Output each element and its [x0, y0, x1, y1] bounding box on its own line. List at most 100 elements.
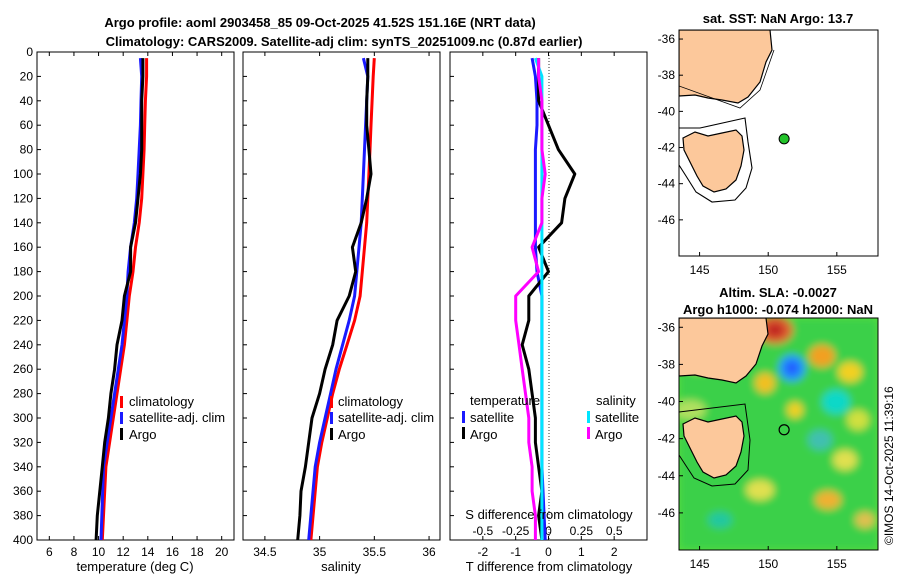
imos-watermark: ©IMOS 14-Oct-2025 11:39:16	[882, 386, 896, 545]
y-tick-label: 220	[13, 313, 33, 327]
legend-swatch-s-satellite	[587, 411, 590, 423]
y-tick-label: 40	[20, 94, 34, 108]
figure-title-line2: Climatology: CARS2009. Satellite-adj cli…	[106, 34, 583, 49]
sla-map-title-line2: Argo h1000: -0.074 h2000: NaN	[683, 302, 873, 317]
series-t-argo	[520, 58, 577, 541]
sst-map-land	[679, 30, 790, 203]
legend-swatch-climatology	[120, 396, 123, 408]
argo-float-marker	[778, 133, 790, 145]
legend-swatch-satellite-adj	[120, 412, 123, 424]
temperature-x-axis: 6 8 10 12 14 16 18 20	[46, 52, 229, 559]
legend-label-argo: Argo	[338, 427, 365, 442]
sla-map-frame	[678, 317, 879, 551]
y-tick-label: 360	[13, 484, 33, 498]
x-tick-label: 2	[611, 545, 618, 559]
salinity-x-axis: 34.5 35 35.5 36	[253, 52, 436, 559]
sla-map-axes: 145 150 155 -36 -38 -40 -42 -44 -46	[658, 320, 848, 571]
x-tick-label: 1	[578, 545, 585, 559]
legend-label-t-argo: Argo	[470, 427, 497, 442]
s-tick-label: 0.5	[606, 524, 623, 538]
argo-float-marker	[778, 424, 790, 436]
y-tick-label: 200	[13, 289, 33, 303]
x-tick-label: 35	[313, 545, 327, 559]
y-tick-label: 280	[13, 387, 33, 401]
mainland-australia	[679, 30, 773, 104]
legend-label-satellite-adj: satellite-adj. clim	[129, 410, 225, 425]
y-tick-label: 180	[13, 265, 33, 279]
legend-title-temperature: temperature	[470, 393, 540, 408]
s-tick-label: -0.5	[472, 524, 493, 538]
sst-map-title: sat. SST: NaN Argo: 13.7	[703, 11, 854, 26]
x-tick-label: -2	[477, 545, 488, 559]
legend-swatch-climatology	[330, 396, 333, 408]
sst-map-axes: 145 150 155 -36 -38 -40 -42 -44 -46	[658, 32, 848, 277]
legend-swatch-argo	[330, 428, 333, 440]
x-tick-label: 20	[215, 545, 229, 559]
y-tick-label: 260	[13, 362, 33, 376]
map-y-tick-label: -44	[658, 469, 676, 483]
series-climatology	[309, 58, 376, 541]
map-y-tick-label: -44	[658, 177, 676, 191]
legend-title-salinity: salinity	[596, 393, 636, 408]
x-tick-label: 8	[71, 545, 78, 559]
series-climatology	[100, 58, 149, 541]
salinity-panel: 34.5 35 35.5 36 salinity climatology satell…	[242, 51, 441, 574]
difference-x-axis: -2 -1 0 1 2	[477, 52, 618, 559]
series-argo	[94, 58, 145, 541]
legend-label-satellite-adj: satellite-adj. clim	[338, 410, 434, 425]
x-tick-label: -1	[510, 545, 521, 559]
y-tick-label: 300	[13, 411, 33, 425]
legend-label-s-argo: Argo	[595, 427, 622, 442]
x-tick-label: 6	[46, 545, 53, 559]
legend-swatch-t-satellite	[462, 411, 465, 423]
map-x-tick-label: 155	[827, 263, 847, 277]
sst-coverage-boundary-north	[679, 49, 775, 109]
s-tick-label: 0.25	[570, 524, 594, 538]
map-y-tick-label: -36	[658, 320, 676, 334]
x-tick-label: 34.5	[253, 545, 277, 559]
y-tick-label: 80	[20, 143, 34, 157]
temperature-series	[94, 57, 149, 541]
salinity-axes-frame	[242, 51, 441, 541]
x-tick-label: 14	[141, 545, 155, 559]
y-tick-label: 340	[13, 460, 33, 474]
legend-swatch-satellite-adj	[330, 412, 333, 424]
temperature-y-axis: 0 20 40 60 80 100 120 140 160 180 200 220 240 260 280 3…	[13, 45, 41, 547]
s-tick-label: 0	[545, 524, 552, 538]
x-tick-label: 0	[545, 545, 552, 559]
salinity-legend: climatology satellite-adj. clim Argo	[330, 394, 434, 442]
map-x-tick-label: 145	[690, 263, 710, 277]
legend-label-climatology: climatology	[129, 394, 195, 409]
sla-map-title-line1: Altim. SLA: -0.0027	[719, 285, 837, 300]
figure-title-line1: Argo profile: aoml 2903458_85 09-Oct-202…	[104, 15, 535, 30]
y-tick-label: 320	[13, 435, 33, 449]
salinity-xlabel: salinity	[321, 559, 361, 574]
difference-s-xlabel: S difference from climatology	[465, 507, 633, 522]
legend-label-t-satellite: satellite	[470, 410, 514, 425]
map-x-tick-label: 155	[827, 557, 847, 571]
map-y-tick-label: -38	[658, 357, 676, 371]
y-tick-label: 240	[13, 338, 33, 352]
map-y-tick-label: -36	[658, 32, 676, 46]
salinity-series	[296, 57, 376, 541]
tasmania	[682, 129, 745, 193]
map-y-tick-label: -38	[658, 68, 676, 82]
series-argo	[296, 58, 373, 541]
map-y-tick-label: -40	[658, 395, 676, 409]
x-tick-label: 36	[422, 545, 436, 559]
legend-swatch-argo	[120, 428, 123, 440]
difference-xlabel: T difference from climatology	[466, 559, 633, 574]
y-tick-label: 100	[13, 167, 33, 181]
temperature-legend: climatology satellite-adj. clim Argo	[120, 394, 225, 442]
sst-coverage-boundary	[679, 117, 753, 203]
difference-series	[514, 57, 577, 541]
y-tick-label: 380	[13, 509, 33, 523]
y-tick-label: 60	[20, 118, 34, 132]
map-y-tick-label: -46	[658, 213, 676, 227]
legend-swatch-s-argo	[587, 427, 590, 439]
y-tick-label: 400	[13, 533, 33, 547]
x-tick-label: 12	[117, 545, 131, 559]
map-x-tick-label: 150	[758, 557, 778, 571]
temperature-xlabel: temperature (deg C)	[76, 559, 193, 574]
